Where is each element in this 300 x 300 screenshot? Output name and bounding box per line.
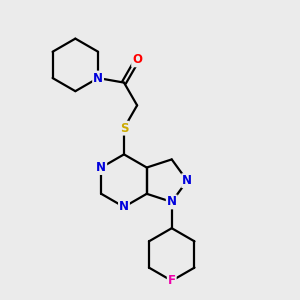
Text: N: N xyxy=(182,174,192,187)
Text: F: F xyxy=(168,274,176,287)
Text: N: N xyxy=(167,195,177,208)
Text: N: N xyxy=(96,161,106,174)
Text: N: N xyxy=(119,200,129,213)
Text: O: O xyxy=(132,53,142,66)
Text: N: N xyxy=(93,71,103,85)
Text: S: S xyxy=(120,122,128,135)
